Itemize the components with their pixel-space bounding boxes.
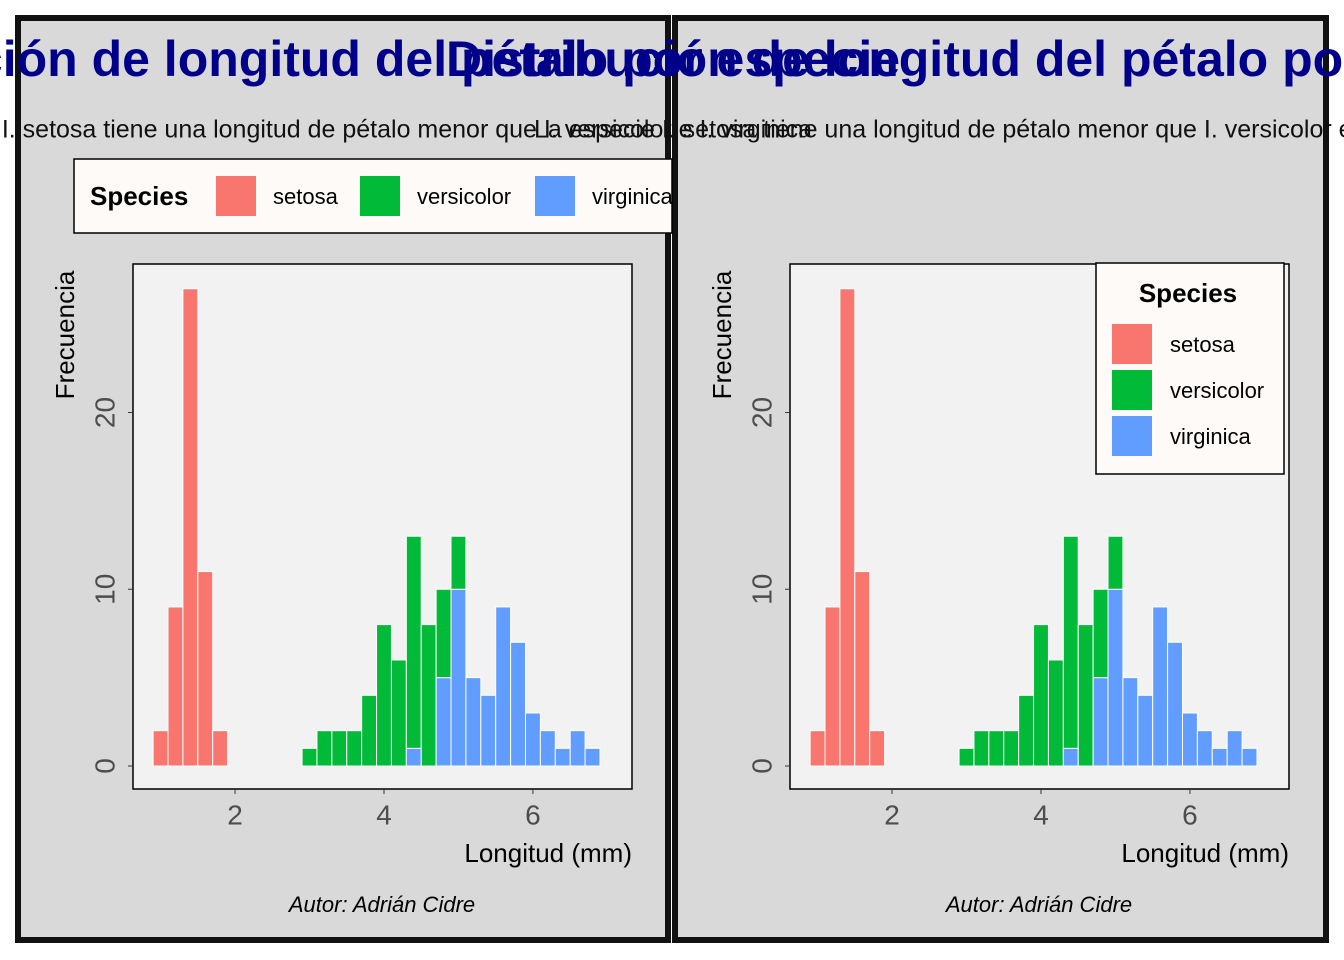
bar: [435, 677, 452, 767]
x-tick-label: 6: [1182, 799, 1198, 830]
bar: [824, 606, 841, 767]
legend-key: [216, 176, 256, 216]
bar: [973, 730, 990, 767]
bar: [1196, 730, 1213, 767]
bar: [420, 624, 437, 767]
legend-title: Species: [90, 181, 188, 211]
x-tick-label: 2: [884, 799, 900, 830]
bar: [167, 606, 184, 767]
legend-label: versicolor: [417, 184, 511, 209]
bar: [1003, 730, 1020, 767]
bar: [1167, 641, 1183, 767]
y-tick-label: 20: [89, 397, 120, 428]
legend-title: Species: [1139, 278, 1237, 308]
legend-label: setosa: [1170, 332, 1236, 357]
bar: [988, 730, 1005, 767]
chart-subtitle: La especie I. setosa tiene una longitud …: [534, 116, 1344, 144]
bar: [1122, 677, 1139, 767]
bar: [301, 747, 318, 767]
bar: [869, 730, 886, 767]
chart-subtitle: La especie I. setosa tiene una longitud …: [0, 116, 812, 144]
bar: [1211, 747, 1228, 767]
bar: [1226, 730, 1243, 767]
bar: [450, 588, 467, 767]
bar: [376, 624, 392, 767]
y-tick-label: 0: [89, 758, 120, 774]
bar: [346, 730, 363, 767]
bar: [465, 677, 482, 767]
bar: [1107, 588, 1124, 767]
y-tick-label: 0: [746, 758, 777, 774]
bar: [1077, 624, 1094, 767]
bar: [316, 730, 333, 767]
legend-key: [1112, 370, 1152, 410]
panel: [132, 263, 633, 790]
bar: [854, 571, 871, 767]
bar: [809, 730, 826, 767]
bar: [510, 641, 526, 767]
y-tick-label: 10: [89, 574, 120, 605]
chart-title: Distribución de longitud del pétalo por …: [0, 31, 900, 87]
bar: [405, 535, 422, 749]
legend-key: [1112, 324, 1152, 364]
x-axis-title: Longitud (mm): [1121, 838, 1289, 868]
legend-key: [1112, 416, 1152, 456]
bar: [1062, 747, 1079, 767]
bar: [450, 535, 467, 590]
bar: [405, 747, 422, 767]
bar: [584, 747, 601, 767]
bar: [390, 659, 407, 767]
bar: [1047, 659, 1064, 767]
bar: [1092, 677, 1109, 767]
bar: [435, 588, 452, 679]
bar: [1241, 747, 1258, 767]
caption: Autor: Adrián Cidre: [944, 892, 1132, 917]
bar: [495, 606, 512, 767]
bar: [554, 747, 571, 767]
chart-title: Distribución de longitud del pétalo por …: [446, 31, 1344, 87]
bar: [539, 730, 556, 767]
legend-label: versicolor: [1170, 378, 1264, 403]
bar: [331, 730, 348, 767]
bar: [1062, 535, 1079, 749]
bar: [569, 730, 586, 767]
x-tick-label: 4: [376, 799, 392, 830]
bar: [1181, 712, 1198, 767]
x-tick-label: 2: [227, 799, 243, 830]
y-axis-title: Frecuencia: [707, 270, 737, 399]
legend-key: [360, 176, 400, 216]
legend-key: [535, 176, 575, 216]
bar: [197, 571, 214, 767]
bar: [182, 288, 199, 767]
bar: [1152, 606, 1169, 767]
bar: [1033, 624, 1049, 767]
x-axis-title: Longitud (mm): [464, 838, 632, 868]
y-tick-label: 20: [746, 397, 777, 428]
bar: [212, 730, 229, 767]
y-axis-title: Frecuencia: [50, 270, 80, 399]
legend-label: virginica: [1170, 424, 1251, 449]
bar: [1092, 588, 1109, 679]
bar: [839, 288, 856, 767]
bar: [361, 694, 378, 767]
bar: [152, 730, 169, 767]
bar: [1107, 535, 1124, 590]
x-tick-label: 4: [1033, 799, 1049, 830]
legend-label: virginica: [592, 184, 673, 209]
bar: [524, 712, 541, 767]
caption: Autor: Adrián Cidre: [287, 892, 475, 917]
bar: [1018, 694, 1035, 767]
bar: [1137, 694, 1154, 767]
legend-label: setosa: [273, 184, 339, 209]
x-tick-label: 6: [525, 799, 541, 830]
bar: [958, 747, 975, 767]
y-tick-label: 10: [746, 574, 777, 605]
bar: [480, 694, 497, 767]
